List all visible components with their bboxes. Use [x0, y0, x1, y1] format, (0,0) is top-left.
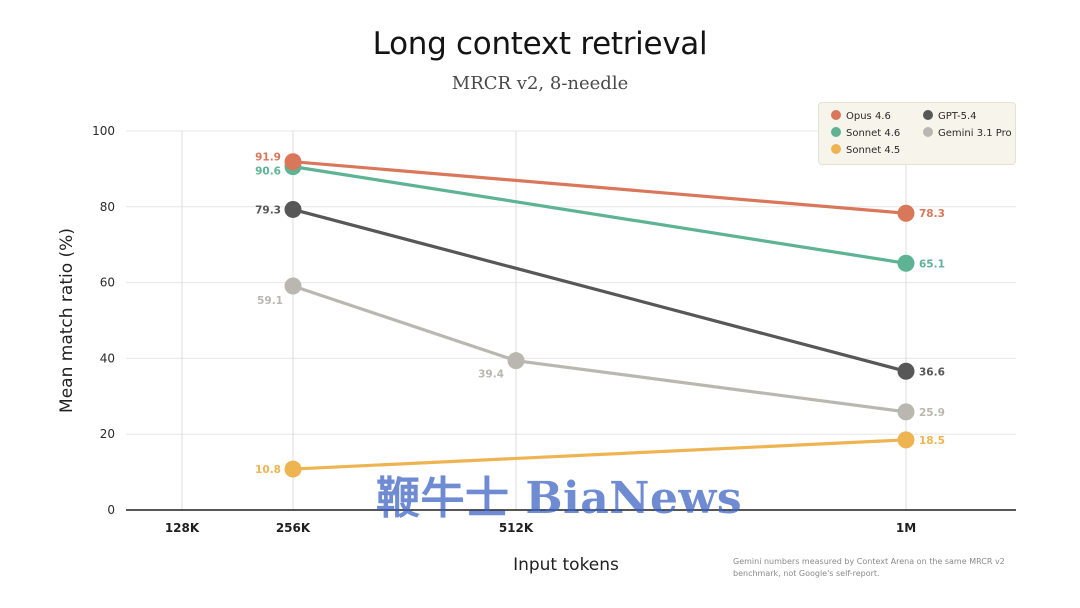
y-tick-label-20: 20: [100, 427, 115, 441]
data-point-gemini-3-1-pro-512k: [507, 352, 525, 370]
legend-label-gpt-5-4: GPT-5.4: [938, 111, 977, 122]
grid-lines: [126, 130, 1016, 510]
data-point-gemini-3-1-pro-256k: [284, 277, 302, 295]
y-axis-title: Mean match ratio (%): [57, 228, 77, 413]
data-point-opus-4-6-1m: [897, 204, 915, 222]
y-tick-label-40: 40: [100, 351, 115, 365]
legend-label-sonnet-4-5: Sonnet 4.5: [846, 145, 901, 156]
legend-item-sonnet-4-6: Sonnet 4.6: [831, 127, 900, 141]
legend-item-sonnet-4-5: Sonnet 4.5: [831, 144, 900, 158]
legend-swatch-gemini-3-1-pro: [923, 127, 933, 137]
data-labels: 10.8 18.5 59.1 39.4 25.9 79.3 36.6 90.6 65.1 91.9…: [255, 152, 945, 476]
data-label-gemini-3-1-pro-512k: 39.4: [478, 369, 504, 381]
x-tick-label-512k: 512K: [499, 521, 534, 535]
legend-swatch-sonnet-4-6: [831, 127, 841, 137]
y-tick-label-80: 80: [100, 200, 115, 214]
y-tick-label-60: 60: [100, 276, 115, 290]
data-label-gpt-5-4-256k: 79.3: [255, 204, 281, 216]
data-label-gemini-3-1-pro-256k: 59.1: [257, 295, 283, 307]
legend: Opus 4.6 GPT-5.4 Sonnet 4.6 Gemini 3.1 P…: [818, 102, 1016, 165]
legend-label-gemini-3-1-pro: Gemini 3.1 Pro: [938, 128, 1012, 139]
series-line-gemini-3-1-pro: [291, 284, 908, 414]
y-tick-label-0: 0: [107, 503, 115, 517]
series-lines: [291, 160, 908, 471]
series-line-sonnet-4-5: [291, 438, 908, 471]
data-label-gpt-5-4-1m: 36.6: [919, 366, 945, 378]
data-label-opus-4-6-1m: 78.3: [919, 208, 945, 220]
data-point-gpt-5-4-1m: [897, 362, 915, 380]
data-label-sonnet-4-6-256k: 90.6: [255, 166, 281, 178]
data-label-gemini-3-1-pro-1m: 25.9: [919, 407, 945, 419]
data-points: [284, 153, 915, 478]
axes: 0 20 40 60 80 100 128K 256K 512K 1M Input tokens Me…: [57, 124, 1016, 575]
footnote: Gemini numbers measured by Context Arena…: [733, 557, 1005, 578]
x-tick-label-128k: 128K: [165, 521, 200, 535]
data-point-gemini-3-1-pro-1m: [897, 403, 915, 421]
legend-label-sonnet-4-6: Sonnet 4.6: [846, 128, 901, 139]
x-tick-label-256k: 256K: [276, 521, 311, 535]
data-label-sonnet-4-6-1m: 65.1: [919, 258, 945, 270]
series-line-opus-4-6: [291, 160, 908, 215]
data-point-sonnet-4-5-256k: [284, 460, 302, 478]
legend-swatch-gpt-5-4: [923, 110, 933, 120]
data-point-opus-4-6-256k: [284, 153, 302, 171]
data-point-sonnet-4-6-1m: [897, 254, 915, 272]
chart-subtitle: MRCR v2, 8-needle: [451, 73, 629, 94]
legend-item-opus-4-6: Opus 4.6: [831, 110, 891, 124]
data-label-sonnet-4-5-1m: 18.5: [919, 435, 945, 447]
data-label-sonnet-4-5-256k: 10.8: [255, 464, 281, 476]
x-axis-title: Input tokens: [513, 555, 619, 575]
y-tick-label-100: 100: [92, 124, 115, 138]
legend-item-gemini-3-1-pro: Gemini 3.1 Pro: [923, 127, 1012, 141]
chart-title: Long context retrieval: [372, 26, 708, 62]
series-line-gpt-5-4: [291, 207, 908, 373]
legend-label-opus-4-6: Opus 4.6: [846, 111, 891, 122]
data-point-gpt-5-4-256k: [284, 200, 302, 218]
data-label-opus-4-6-256k: 91.9: [255, 152, 281, 164]
legend-swatch-sonnet-4-5: [831, 144, 841, 154]
x-tick-label-1m: 1M: [896, 521, 916, 535]
legend-swatch-opus-4-6: [831, 110, 841, 120]
watermark-text: 鞭牛士 BiaNews: [376, 473, 743, 524]
data-point-sonnet-4-5-1m: [897, 431, 915, 449]
legend-item-gpt-5-4: GPT-5.4: [923, 110, 976, 124]
series-line-sonnet-4-6: [291, 165, 908, 265]
